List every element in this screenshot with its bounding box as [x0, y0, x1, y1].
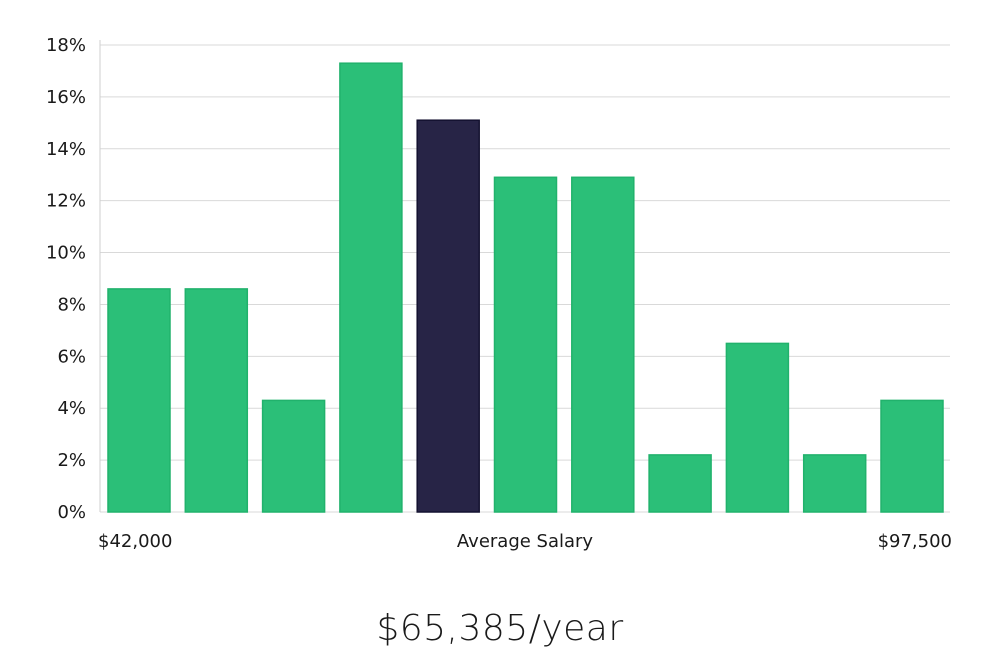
y-tick-label: 8%	[57, 294, 86, 315]
bar	[493, 176, 558, 513]
bar	[648, 454, 712, 513]
salary-histogram-chart: 0% 2% 4% 6% 8% 10% 12% 14% 16% 18% $42,000 Averag…	[46, 35, 952, 552]
average-salary-headline: $65,385/year	[376, 608, 624, 649]
x-axis-max-label: $97,500	[878, 531, 952, 552]
bar	[802, 454, 867, 513]
bar-highlighted	[416, 119, 480, 513]
y-tick-label: 18%	[46, 35, 86, 56]
bar	[571, 176, 635, 513]
bar	[339, 62, 403, 513]
x-axis-min-label: $42,000	[98, 531, 172, 552]
bars	[107, 62, 944, 513]
y-tick-label: 0%	[57, 502, 86, 523]
bar	[107, 288, 171, 513]
x-axis-title: Average Salary	[457, 531, 594, 552]
y-axis-tick-labels: 0% 2% 4% 6% 8% 10% 12% 14% 16% 18%	[46, 35, 86, 523]
y-tick-label: 6%	[57, 346, 86, 367]
y-tick-label: 10%	[46, 243, 86, 264]
bar	[880, 399, 944, 513]
y-tick-label: 16%	[46, 87, 86, 108]
y-tick-label: 2%	[57, 450, 86, 471]
y-tick-label: 4%	[57, 398, 86, 419]
y-tick-label: 12%	[46, 191, 86, 212]
bar	[261, 399, 326, 513]
bar	[725, 342, 790, 513]
y-tick-label: 14%	[46, 139, 86, 160]
bar	[184, 288, 249, 513]
